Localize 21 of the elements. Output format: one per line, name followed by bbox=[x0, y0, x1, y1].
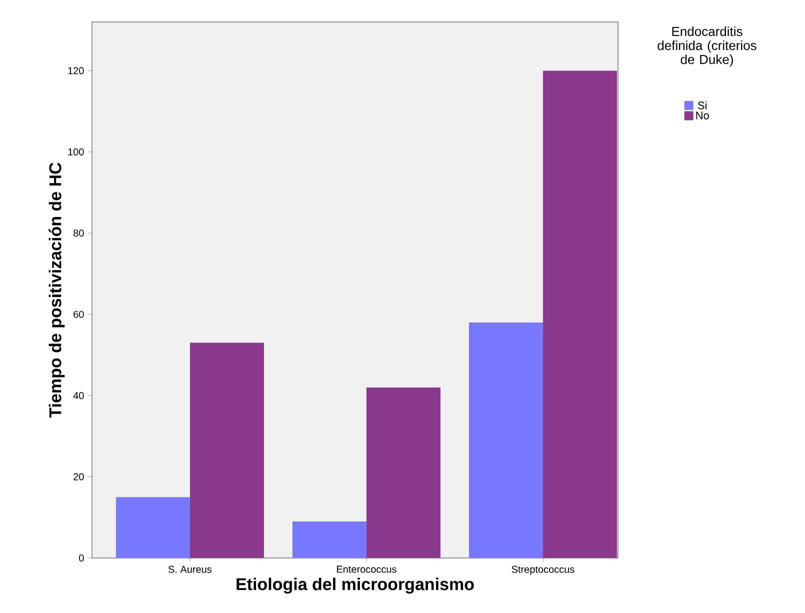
y-tick-label: 80 bbox=[74, 230, 84, 237]
y-tick-label: 20 bbox=[74, 473, 84, 480]
bar bbox=[468, 322, 543, 558]
legend-label: Si bbox=[698, 101, 707, 110]
bar bbox=[542, 70, 617, 558]
bar bbox=[116, 497, 190, 558]
y-tick-label: 60 bbox=[74, 310, 84, 318]
legend-title: Endocarditis definida (criterios de Duke) bbox=[658, 26, 756, 67]
legend-label: No bbox=[696, 112, 709, 120]
y-tick-label: 120 bbox=[68, 67, 84, 74]
x-tick-label: Streptococcus bbox=[512, 566, 574, 575]
y-axis-title: Tiempo de positivización de HC bbox=[48, 162, 65, 418]
y-tick-label: 40 bbox=[73, 392, 84, 400]
x-axis-title: Etiologia del microorganismo bbox=[236, 578, 474, 594]
y-tick-label: 0 bbox=[79, 554, 84, 562]
x-tick-label: Enterococcus bbox=[337, 566, 396, 573]
bar bbox=[292, 521, 366, 558]
bar bbox=[366, 387, 440, 558]
x-tick-label: S. Aureus bbox=[168, 566, 212, 573]
y-tick-label: 100 bbox=[68, 148, 84, 156]
bar bbox=[190, 342, 264, 558]
